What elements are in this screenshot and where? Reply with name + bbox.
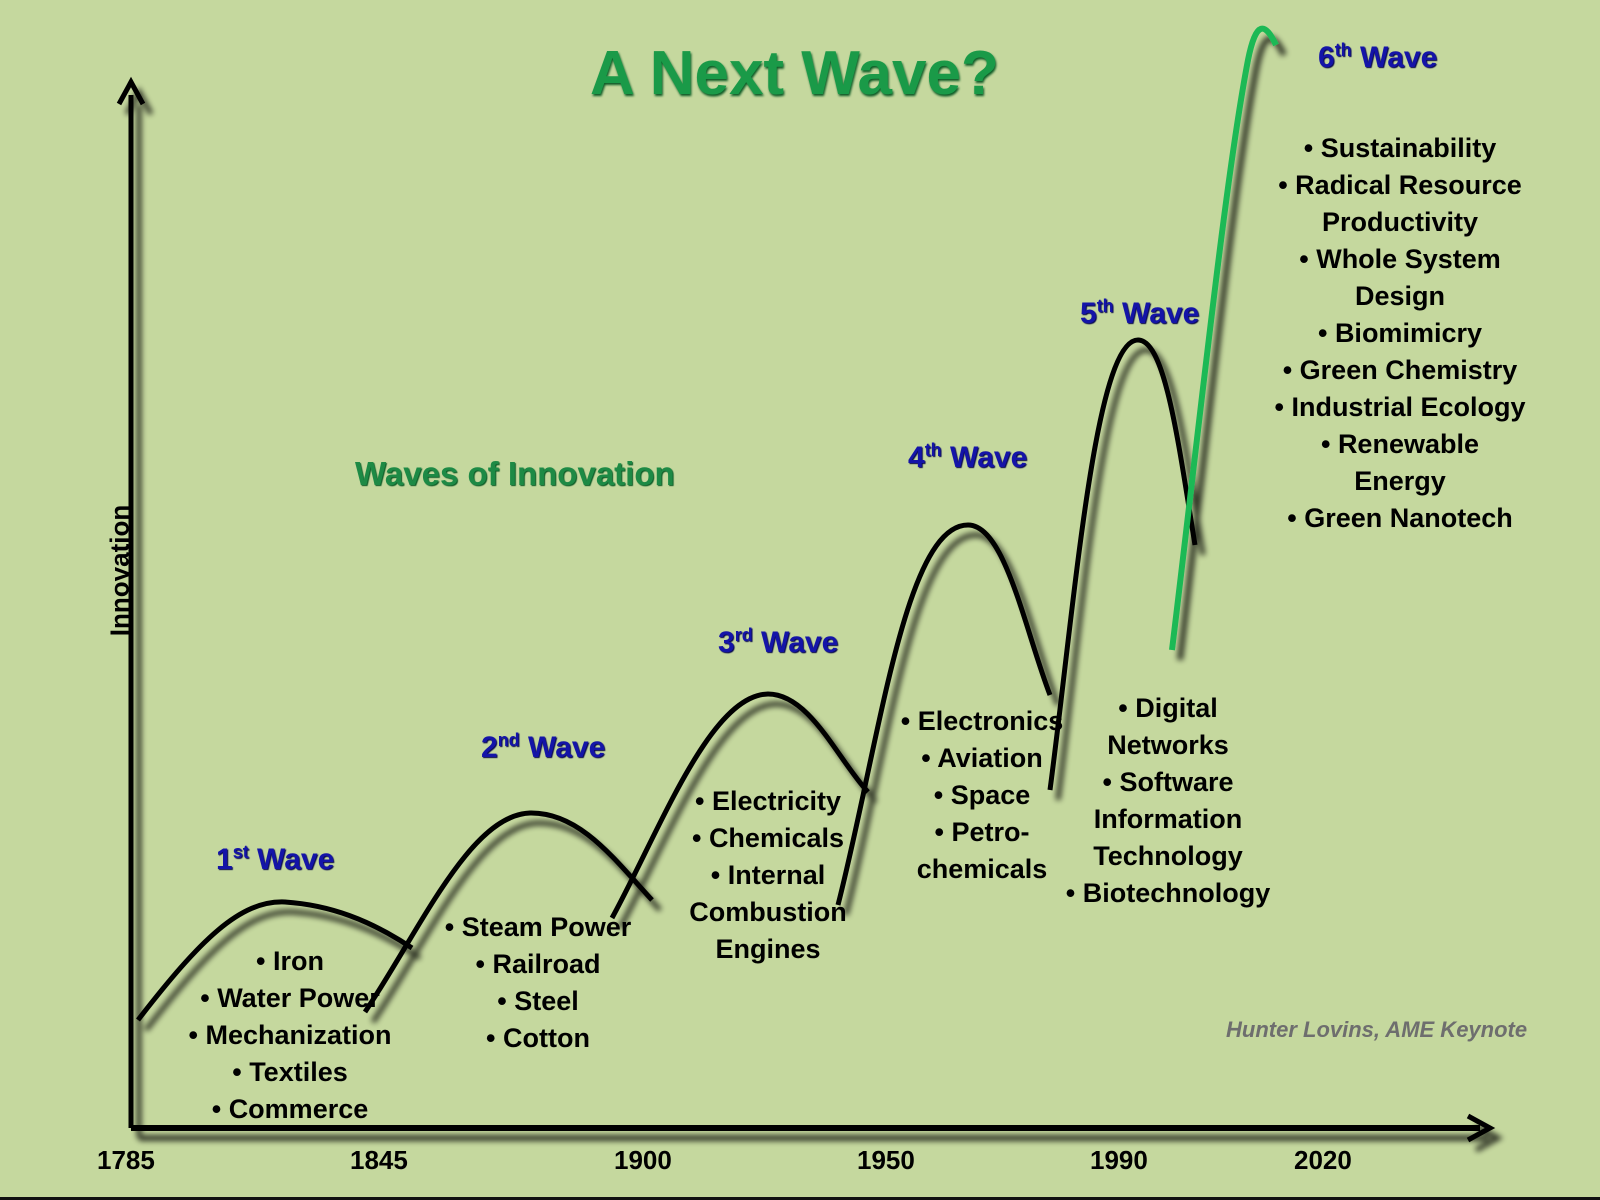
- diagram-subtitle: Waves of Innovation: [355, 455, 675, 492]
- wave-word: Wave: [950, 441, 1028, 474]
- wave-6-label: 6th Wave: [1318, 40, 1437, 75]
- wave-number: 3: [718, 626, 735, 659]
- list-item: • Sustainability: [1303, 133, 1497, 163]
- wave-3-label: 3rd Wave: [718, 625, 838, 660]
- list-item: • Railroad: [475, 949, 601, 979]
- list-item: Design: [1354, 281, 1446, 311]
- wave-4-label: 4th Wave: [908, 440, 1027, 475]
- x-tick-1845: 1845: [350, 1145, 408, 1175]
- list-item: Combustion: [689, 897, 847, 927]
- list-item: • Green Chemistry: [1282, 355, 1518, 385]
- wave-word: Wave: [528, 731, 606, 764]
- list-item: • Space: [933, 780, 1031, 810]
- wave-1-curve: [136, 899, 414, 1022]
- wave-ordinal: nd: [497, 730, 520, 750]
- wave-1-items: • Iron • Water Power • Mechanization • T…: [170, 943, 410, 1128]
- list-item: • Steel: [497, 986, 579, 1016]
- list-item: • Software: [1102, 767, 1234, 797]
- wave-number: 6: [1318, 41, 1335, 74]
- list-item: • Petro-: [934, 817, 1030, 847]
- wave-2-label: 2nd Wave: [481, 730, 605, 765]
- wave-word: Wave: [1122, 297, 1200, 330]
- list-item: • Biotechnology: [1065, 878, 1271, 908]
- wave-3-items: • Electricity • Chemicals • Internal Com…: [668, 783, 868, 968]
- list-item: Technology: [1093, 841, 1243, 871]
- wave-4-items: • Electronics • Aviation • Space • Petro…: [882, 703, 1082, 888]
- list-item: • Whole System: [1299, 244, 1501, 274]
- list-item: • Digital: [1118, 693, 1218, 723]
- list-item: • Biomimicry: [1317, 318, 1482, 348]
- list-item: • Cotton: [486, 1023, 590, 1053]
- wave-ordinal: rd: [734, 625, 753, 645]
- wave-5-items: • Digital Networks • Software Informatio…: [1058, 690, 1278, 912]
- list-item: • Radical Resource: [1278, 170, 1522, 200]
- wave-1-label: 1st Wave: [216, 842, 334, 877]
- wave-ordinal: th: [1096, 296, 1114, 316]
- list-item: • Mechanization: [188, 1020, 392, 1050]
- wave-3-curve: [609, 691, 870, 920]
- wave-word: Wave: [761, 626, 839, 659]
- list-item: • Electricity: [694, 786, 842, 816]
- wave-ordinal: th: [1334, 40, 1352, 60]
- list-item: • Steam Power: [444, 912, 632, 942]
- list-item: • Internal: [710, 860, 826, 890]
- x-tick-1950: 1950: [857, 1145, 915, 1175]
- wave-ordinal: th: [924, 440, 942, 460]
- wave-ordinal: st: [232, 842, 249, 862]
- wave-2-curve: [362, 810, 654, 1014]
- x-tick-1900: 1900: [614, 1145, 672, 1175]
- list-item: • Aviation: [921, 743, 1043, 773]
- wave-5-curve: [1047, 337, 1198, 791]
- list-item: • Green Nanotech: [1287, 503, 1513, 533]
- wave-number: 1: [216, 843, 233, 876]
- list-item: • Textiles: [232, 1057, 348, 1087]
- wave-4-curve: [835, 522, 1053, 906]
- wave-2-items: • Steam Power • Railroad • Steel • Cotto…: [428, 909, 648, 1057]
- list-item: chemicals: [916, 854, 1048, 884]
- list-item: Productivity: [1321, 207, 1479, 237]
- wave-6-curve: [1169, 25, 1279, 651]
- wave-word: Wave: [257, 843, 335, 876]
- wave-number: 4: [908, 441, 925, 474]
- list-item: Information: [1093, 804, 1243, 834]
- list-item: Energy: [1354, 466, 1446, 496]
- list-item: • Electronics: [900, 706, 1064, 736]
- wave-word: Wave: [1360, 41, 1438, 74]
- list-item: • Iron: [256, 946, 324, 976]
- source-credit: Hunter Lovins, AME Keynote: [1226, 1017, 1528, 1042]
- x-tick-1785: 1785: [97, 1145, 155, 1175]
- list-item: • Commerce: [211, 1094, 369, 1124]
- list-item: • Chemicals: [691, 823, 845, 853]
- wave-6-items: • Sustainability • Radical Resource Prod…: [1260, 130, 1540, 537]
- wave-number: 2: [481, 731, 498, 764]
- x-tick-1990: 1990: [1090, 1145, 1148, 1175]
- wave-5-label: 5th Wave: [1080, 296, 1199, 331]
- wave-number: 5: [1080, 297, 1097, 330]
- y-axis-label: Innovation: [104, 504, 135, 637]
- x-tick-2020: 2020: [1294, 1145, 1352, 1175]
- list-item: • Industrial Ecology: [1274, 392, 1526, 422]
- y-axis-arrow-icon: [116, 76, 146, 106]
- x-axis-arrow-icon: [1466, 1113, 1496, 1143]
- list-item: • Water Power: [200, 983, 380, 1013]
- page-title: A Next Wave?: [590, 39, 999, 108]
- list-item: Networks: [1107, 730, 1229, 760]
- list-item: Engines: [715, 934, 821, 964]
- list-item: • Renewable: [1320, 429, 1479, 459]
